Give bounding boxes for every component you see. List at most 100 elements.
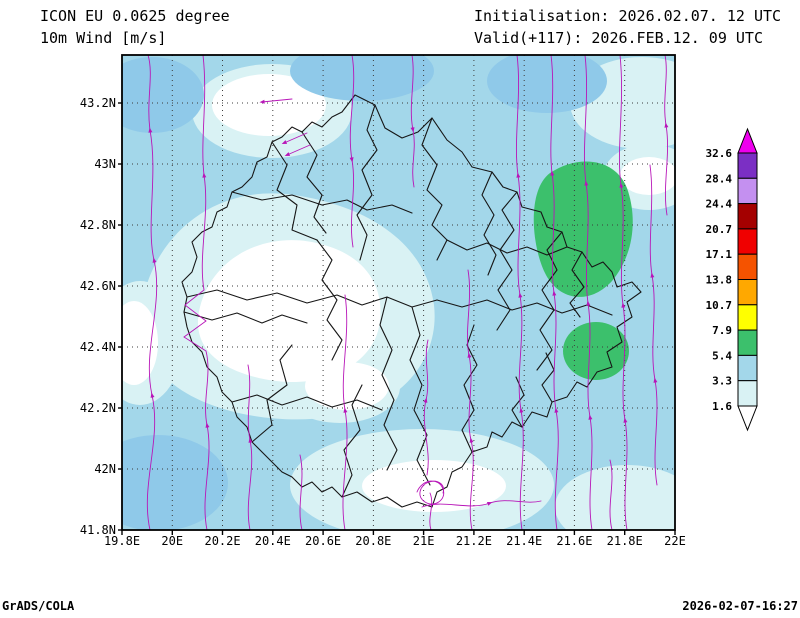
colorbar-segment [737,253,758,280]
border [446,239,568,256]
stream [349,55,355,248]
border [536,231,563,371]
colorbar-segment [737,329,758,356]
colorbar-label: 24.4 [706,198,733,211]
stream [284,144,311,157]
plot-frame [121,54,676,531]
y-axis-label: 42N [94,462,116,476]
stream [515,55,524,530]
x-axis-label: 20.8E [355,534,392,548]
stream [299,454,303,530]
blob-dark [122,435,228,530]
stream [618,55,628,530]
colorbar-label: 7.9 [712,324,732,337]
y-axis-label: 42.4N [79,340,116,354]
colorbar-label: 1.6 [712,400,732,413]
wind-streamlines [146,55,669,530]
colorbar-label: 32.6 [706,147,733,160]
blob-white [212,74,326,136]
colorbar-label: 20.7 [706,223,733,236]
blob-dark [290,55,434,101]
x-axis-label: 21.8E [606,534,643,548]
y-axis-label: 41.8N [79,523,116,537]
grads-credit: GrADS/COLA [2,599,75,613]
model-title: ICON EU 0.0625 degree [40,7,230,25]
border [186,289,438,308]
border [251,344,293,443]
plot-area [118,54,676,535]
colorbar-label: 10.7 [706,299,733,312]
blob-green [563,322,629,380]
colorbar-segment [737,380,758,407]
x-axis-label: 20.2E [204,534,241,548]
x-axis-label: 21.2E [455,534,492,548]
blob-white [362,460,506,512]
y-axis-label: 43.2N [79,96,116,110]
creation-timestamp: 2026-02-07-16:27 [682,599,798,613]
colorbar-segment [737,354,758,382]
stream [201,55,207,291]
stream [467,269,474,530]
border [181,94,642,508]
y-axis-label: 42.6N [79,279,116,293]
stream [247,364,253,530]
border [356,104,378,261]
blob-dark [487,55,607,113]
x-axis-label: 21.4E [506,534,543,548]
stream [204,350,210,530]
border [379,296,398,471]
y-axis-label: 42.2N [79,401,116,415]
colorbar-top-triangle [737,127,758,154]
y-axis-label: 43N [94,157,116,171]
colorbar-legend: 32.6 28.4 24.4 20.7 17.1 13.8 10.7 7.9 5.4 3.3 1.6 [706,127,758,432]
x-axis-label: 20.6E [305,534,342,548]
colorbar-label: 17.1 [706,248,733,261]
blob-green [533,161,633,297]
border [541,352,555,403]
colorbar-segment [737,203,758,230]
stream [429,492,433,530]
border [271,141,318,241]
colorbar-segment [737,228,758,255]
border [436,299,613,316]
colorbar-segment [737,152,758,179]
stream [259,98,293,104]
stream [609,459,613,530]
x-axis-label: 20.4E [254,534,291,548]
stream [550,55,559,530]
border [569,251,585,318]
x-axis-label: 21.6E [556,534,593,548]
stream [583,55,593,530]
border [316,239,343,361]
stream [342,294,348,530]
border [481,171,497,276]
wind-map-plot [118,54,676,535]
stream [649,164,658,486]
colorbar-segment [737,177,758,205]
stream [423,339,429,476]
y-axis-label: 42.8N [79,218,116,232]
map-layers [122,55,675,530]
colorbar-label: 3.3 [712,375,732,388]
colorbar-label: 5.4 [712,349,732,362]
border [301,131,327,234]
colorbar-bottom-triangle [737,405,758,432]
colorbar-label: 13.8 [706,274,733,287]
x-axis-label: 20E [161,534,184,548]
blob-dark [122,57,204,133]
colorbar-segment [737,279,758,306]
border [231,191,413,214]
border [409,306,431,486]
blob-white [620,157,675,195]
stream [664,55,669,216]
border [183,311,308,324]
stream [410,55,415,188]
border [461,324,478,453]
x-axis-label: 22E [664,534,686,548]
stream [146,55,158,530]
stream [281,132,308,145]
admin-borders [181,94,642,508]
stream-deco [416,480,445,505]
stream [421,500,542,508]
x-axis-label: 21E [412,534,435,548]
